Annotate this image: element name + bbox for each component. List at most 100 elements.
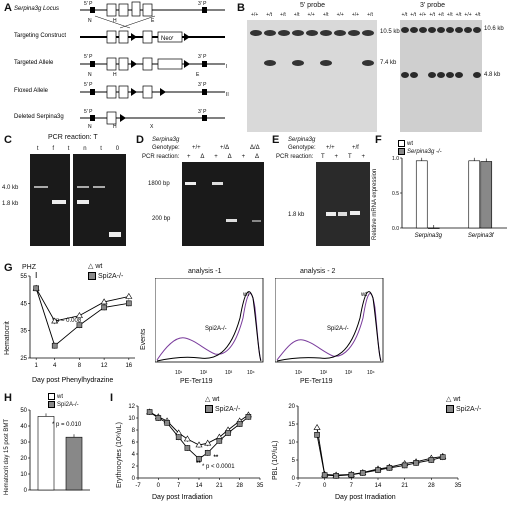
y-tick-label: 15 xyxy=(288,422,295,428)
x-tick-label: 35 xyxy=(455,483,462,489)
lane5: +/+ xyxy=(336,12,344,18)
x-tick-label: 7 xyxy=(350,483,354,489)
ko-point xyxy=(375,467,381,473)
ko-point xyxy=(76,322,83,329)
lane3: +/t xyxy=(446,12,453,18)
y-tick-label: 25 xyxy=(20,356,27,362)
legend-h-ko: Spi2A-/- xyxy=(48,401,79,408)
legend-g-wt: △ wt xyxy=(88,263,103,270)
legend-f-wt: wt xyxy=(398,140,413,147)
legend-label: Serpina3g -/- xyxy=(407,148,442,155)
sig-stars: ** xyxy=(214,455,219,461)
y-tick-label: 35 xyxy=(20,329,27,335)
lane: t xyxy=(36,146,39,152)
legend-label: wt xyxy=(453,396,461,403)
ko-point xyxy=(348,471,355,478)
lane3: +/+ xyxy=(464,12,472,18)
marker-200bp: 200 bp xyxy=(152,216,171,222)
panel-label-g: G xyxy=(4,262,13,274)
site-e: E xyxy=(151,18,155,24)
probe5-targeted: 5' P xyxy=(84,54,93,60)
wt-point xyxy=(100,298,108,305)
y-tick-label: 40 xyxy=(20,424,27,430)
lane: f xyxy=(52,146,54,152)
legend-label: Spi2A-/- xyxy=(98,272,124,280)
site-h: H xyxy=(113,18,117,24)
x-tick-label: 28 xyxy=(428,483,435,489)
ko-point xyxy=(216,437,223,444)
svg-text:10³: 10³ xyxy=(345,370,353,376)
svg-text:10¹: 10¹ xyxy=(295,370,303,376)
x-tick-label: 28 xyxy=(236,483,243,489)
probe3-deleted: 3' P xyxy=(198,109,207,115)
ko-point xyxy=(401,462,408,469)
ko-point xyxy=(184,445,191,451)
pcr-label-d: PCR reaction: xyxy=(142,154,180,160)
y-tick-label: 45 xyxy=(20,301,27,307)
rxn: + xyxy=(214,154,218,160)
legend-g-ko: Spi2A-/- xyxy=(88,272,123,280)
gel-d xyxy=(182,162,264,246)
marker-e-1-8kb: 1.8 kb xyxy=(288,212,305,218)
svg-text:10²: 10² xyxy=(200,370,208,376)
chart-h: 0 10 20 30 40 50 * p = 0.010 xyxy=(20,408,90,494)
i-xlabel-1: Day post Irradiation xyxy=(152,494,213,501)
site-h-d: H xyxy=(113,124,117,130)
pcr-label-e: PCR reaction: xyxy=(276,154,314,160)
rxn: Δ xyxy=(254,154,259,160)
lane5: +/t xyxy=(367,12,373,18)
lane: 0 xyxy=(115,146,120,152)
lane: t xyxy=(67,146,70,152)
legend-i2-wt: △ wt xyxy=(446,396,461,403)
ko-point xyxy=(51,342,58,349)
ko-point xyxy=(428,457,435,463)
x-tick-label: Serpina3f xyxy=(468,233,495,239)
panel-label-h: H xyxy=(4,392,12,404)
gene-e: Serpina3g xyxy=(288,137,316,143)
flow-histogram-1: wt Spi2A-/- 10¹ 10² 10³ 10⁴ xyxy=(155,278,264,376)
row-deleted-label: Deleted Serpina3g xyxy=(14,114,64,120)
x-tick-label: -7 xyxy=(135,483,141,489)
lane3: +/t xyxy=(438,12,444,18)
y-tick-label: 55 xyxy=(20,274,27,280)
reactions-e: T + T + xyxy=(316,154,370,160)
ko-point xyxy=(146,409,153,415)
marker-4kb: 4.0 kb xyxy=(2,185,19,191)
size-7-4kb: 7.4 kb xyxy=(380,60,397,66)
i-pvalue: * p < 0.0001 xyxy=(202,464,235,470)
lane3: +/t xyxy=(429,12,436,18)
lane3: +/t xyxy=(410,12,416,18)
flow-wt-label-2: wt xyxy=(360,292,367,298)
y-tick-label: 2 xyxy=(132,464,136,470)
y-tick-label: 1.0 xyxy=(392,156,399,162)
ko-point xyxy=(439,454,446,460)
legend-label: wt xyxy=(95,263,103,270)
y-tick-label: 20 xyxy=(20,456,27,462)
probe3-title: 3' probe xyxy=(420,2,446,9)
legend-f-ko: Serpina3g -/- xyxy=(398,148,442,155)
bar xyxy=(415,160,428,229)
y-tick-label: 6 xyxy=(132,440,136,446)
ko-point xyxy=(225,430,231,436)
rxn: + xyxy=(241,154,246,160)
lane5: +/t xyxy=(293,12,300,18)
ko-point xyxy=(164,419,170,426)
roman-ii: II xyxy=(226,92,229,98)
genotype-d: Δ/Δ xyxy=(250,145,260,151)
g-pvalue: * p = 0.008 xyxy=(52,318,82,324)
flow-xlabel-2: PE-Ter119 xyxy=(300,378,333,385)
panel-label-a: A xyxy=(4,2,12,14)
gel-e xyxy=(316,162,370,246)
y-tick-label: 10 xyxy=(288,440,295,446)
wt-point xyxy=(204,439,212,446)
y-tick-label: 8 xyxy=(132,428,136,434)
rxn: Δ xyxy=(200,154,205,160)
phz-label: PHZ xyxy=(22,264,36,271)
svg-text:10³: 10³ xyxy=(225,370,233,376)
ko-point xyxy=(321,472,328,478)
southern-blot-3p xyxy=(400,20,482,132)
gel-c-right xyxy=(73,154,126,246)
ko-point xyxy=(245,414,252,420)
genotype-d: +/+ xyxy=(192,145,201,151)
bar xyxy=(65,436,83,491)
